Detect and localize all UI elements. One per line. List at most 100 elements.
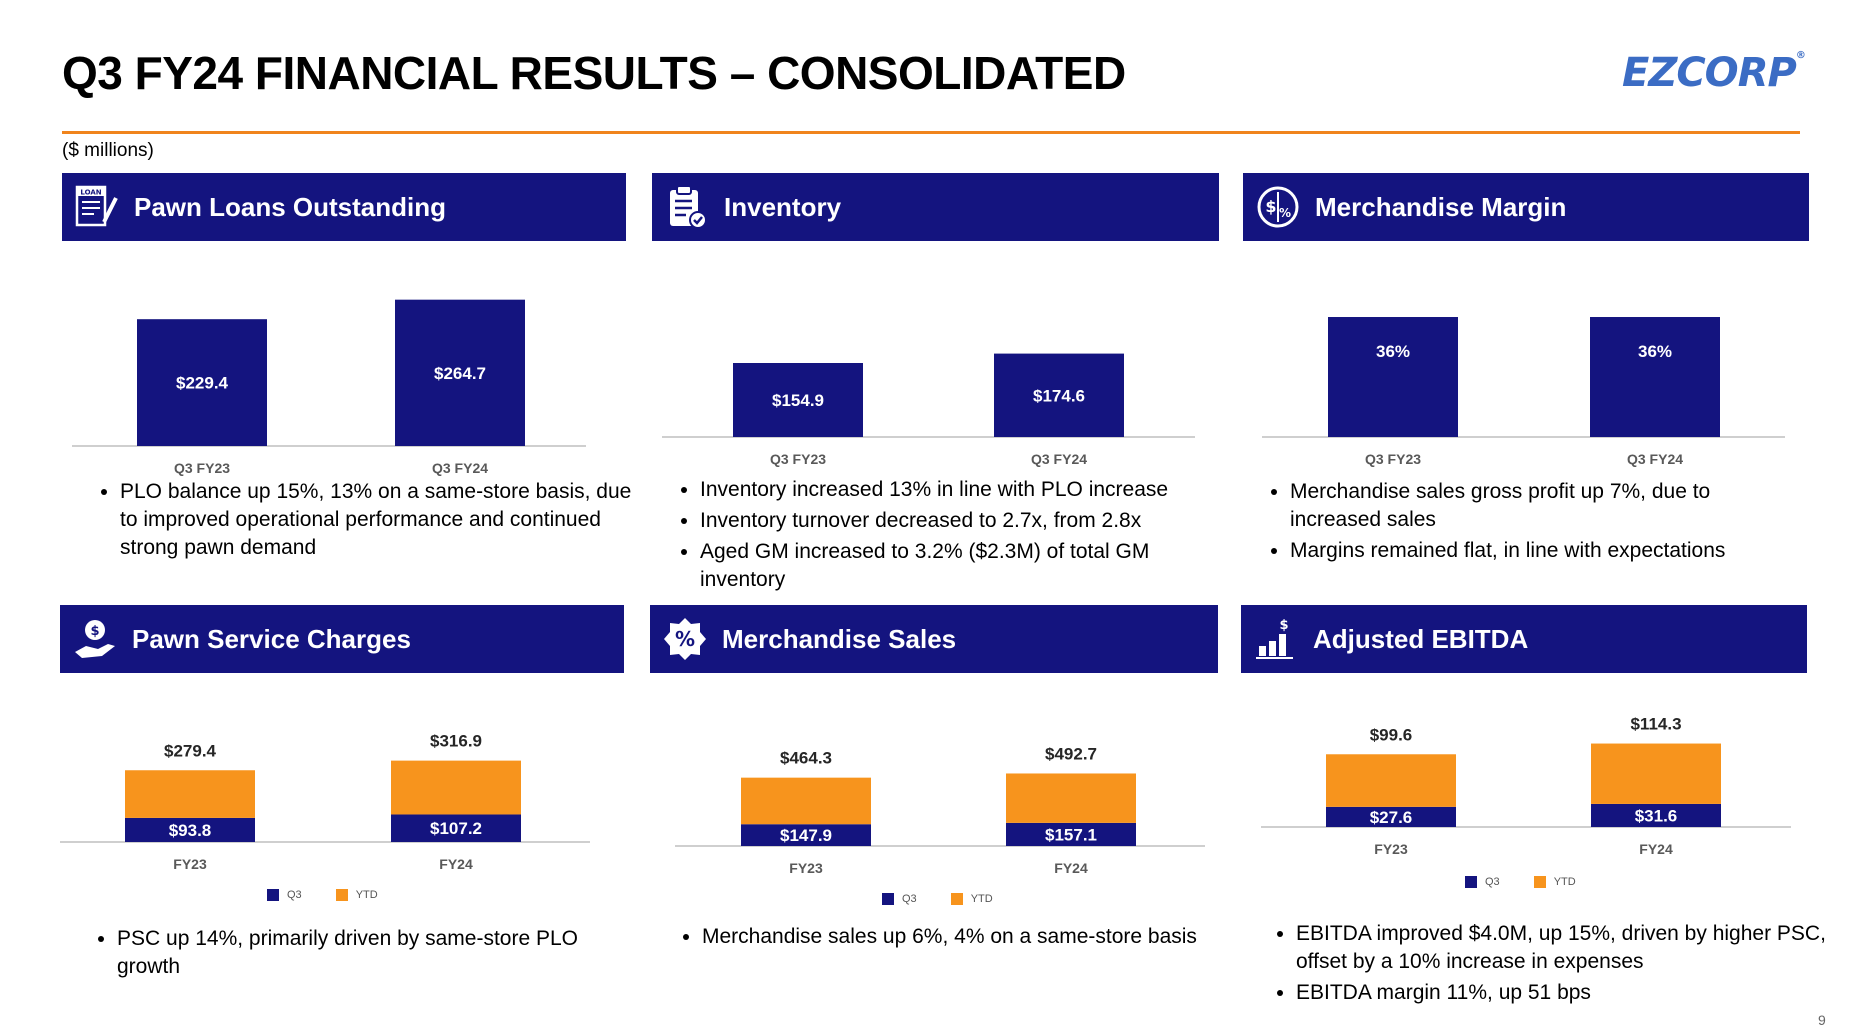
bar	[1328, 317, 1458, 437]
chart-psc: FY23 $93.8 $279.4 FY24 $107.2 $316.9	[60, 732, 590, 872]
panel-header-plo: LOAN Pawn Loans Outstanding	[62, 173, 626, 241]
data-label: 36%	[1638, 342, 1672, 361]
page-number: 9	[1818, 1012, 1826, 1028]
bar	[994, 353, 1124, 437]
percent-badge-icon: %	[660, 614, 710, 664]
panel-title-ebitda: Adjusted EBITDA	[1313, 623, 1529, 654]
data-label-q3: $27.6	[1370, 808, 1413, 827]
legend-label: YTD	[1553, 876, 1576, 888]
clipboard-checklist-icon	[662, 182, 712, 232]
bar-q3	[125, 817, 255, 842]
bar-growth-dollar-icon: $	[1251, 614, 1301, 664]
bar	[395, 299, 525, 446]
bar-ytd	[125, 770, 255, 818]
x-tick-label: Q3 FY24	[432, 460, 488, 476]
data-label-q3: $157.1	[1045, 825, 1097, 844]
panel-header-inventory: Inventory	[652, 173, 1219, 241]
hand-gear-dollar-icon: $	[70, 614, 120, 664]
svg-text:LOAN: LOAN	[80, 189, 101, 197]
chart-sales: FY23 $147.9 $464.3 FY24 $157.1 $492.7	[675, 744, 1205, 876]
x-tick-label: FY24	[1054, 860, 1088, 876]
legend-label: YTD	[355, 889, 378, 901]
bullets-psc: PSC up 14%, primarily driven by same-sto…	[89, 925, 637, 984]
bar	[137, 319, 267, 446]
legend-item-ytd: YTD	[1533, 876, 1576, 888]
legend-label: YTD	[970, 893, 993, 905]
bar-ytd	[1006, 773, 1136, 823]
data-label-ytd: $316.9	[430, 732, 482, 751]
page-title: Q3 FY24 FINANCIAL RESULTS – CONSOLIDATED	[62, 47, 1126, 99]
bar-q3	[1006, 822, 1136, 846]
panel-title-sales: Merchandise Sales	[722, 623, 957, 654]
bar-ytd	[1591, 743, 1721, 804]
legend-label: Q3	[902, 893, 917, 905]
legend-item-q3: Q3	[1465, 876, 1500, 888]
legend-sales: Q3 YTD	[882, 893, 1027, 905]
data-label: $264.7	[434, 364, 486, 383]
data-label-q3: $107.2	[430, 819, 482, 838]
bullet-item: Inventory turnover decreased to 2.7x, fr…	[700, 507, 1240, 535]
units-note: ($ millions)	[62, 140, 154, 161]
x-tick-label: Q3 FY23	[770, 451, 826, 467]
legend-item-q3: Q3	[267, 889, 302, 901]
x-tick-label: FY24	[439, 856, 473, 872]
svg-text:%: %	[1279, 206, 1291, 220]
legend-label: Q3	[1485, 876, 1500, 888]
bullet-item: Margins remained flat, in line with expe…	[1290, 537, 1790, 565]
x-tick-label: FY24	[1639, 841, 1673, 857]
x-tick-label: Q3 FY24	[1031, 451, 1087, 467]
panel-header-sales: % Merchandise Sales	[650, 605, 1218, 673]
panel-header-ebitda: $ Adjusted EBITDA	[1241, 605, 1807, 673]
svg-text:%: %	[675, 627, 695, 651]
bullets-margin: Merchandise sales gross profit up 7%, du…	[1262, 478, 1790, 568]
x-tick-label: FY23	[173, 856, 207, 872]
legend-ebitda: Q3 YTD	[1465, 876, 1610, 888]
bullets-inventory: Inventory increased 13% in line with PLO…	[672, 476, 1240, 597]
legend-item-q3: Q3	[882, 893, 917, 905]
bullets-plo: PLO balance up 15%, 13% on a same-store …	[92, 478, 640, 565]
chart-plo: Q3 FY23 $229.4 Q3 FY24 $264.7	[72, 299, 586, 476]
legend-psc: Q3 YTD	[267, 889, 412, 901]
svg-text:$: $	[1265, 197, 1276, 216]
bullets-ebitda: EBITDA improved $4.0M, up 15%, driven by…	[1268, 920, 1826, 1010]
chart-margin: Q3 FY23 36% Q3 FY24 36%	[1262, 317, 1785, 467]
legend-item-ytd: YTD	[335, 889, 378, 901]
data-label-ytd: $279.4	[164, 741, 217, 760]
panel-header-psc: $ Pawn Service Charges	[60, 605, 624, 673]
data-label: $174.6	[1033, 386, 1085, 405]
title-divider	[62, 131, 1800, 134]
company-logo: EZCORP®	[1622, 50, 1806, 96]
bullet-item: Merchandise sales gross profit up 7%, du…	[1290, 478, 1790, 534]
x-tick-label: Q3 FY23	[174, 460, 230, 476]
bar-q3	[1591, 803, 1721, 827]
panel-title-margin: Merchandise Margin	[1315, 191, 1567, 222]
panel-title-inventory: Inventory	[724, 191, 842, 222]
data-label-ytd: $492.7	[1045, 744, 1097, 763]
data-label: $154.9	[772, 391, 824, 410]
dollar-percent-circle-icon: $%	[1253, 182, 1303, 232]
chart-ebitda: FY23 $27.6 $99.6 FY24 $31.6 $114.3	[1261, 715, 1791, 857]
chart-inventory: Q3 FY23 $154.9 Q3 FY24 $174.6	[662, 353, 1195, 467]
bullet-item: EBITDA improved $4.0M, up 15%, driven by…	[1296, 920, 1826, 976]
bullet-item: Aged GM increased to 3.2% ($2.3M) of tot…	[700, 538, 1240, 594]
loan-document-icon: LOAN	[72, 182, 122, 232]
data-label: 36%	[1376, 342, 1410, 361]
panel-title-psc: Pawn Service Charges	[132, 623, 411, 654]
svg-text:$: $	[1279, 618, 1288, 633]
data-label-ytd: $99.6	[1370, 725, 1413, 744]
bullet-item: EBITDA margin 11%, up 51 bps	[1296, 979, 1826, 1007]
x-tick-label: FY23	[789, 860, 823, 876]
bar-ytd	[741, 777, 871, 825]
bullet-item: PSC up 14%, primarily driven by same-sto…	[117, 925, 637, 981]
x-tick-label: Q3 FY23	[1365, 451, 1421, 467]
bullets-sales: Merchandise sales up 6%, 4% on a same-st…	[674, 923, 1202, 954]
data-label: $229.4	[176, 374, 229, 393]
bar-ytd	[1326, 754, 1456, 807]
bullet-item: Inventory increased 13% in line with PLO…	[700, 476, 1240, 504]
x-tick-label: Q3 FY24	[1627, 451, 1683, 467]
data-label-ytd: $114.3	[1630, 715, 1681, 734]
bar	[1590, 317, 1720, 437]
data-label-q3: $93.8	[169, 821, 212, 840]
data-label-q3: $147.9	[780, 826, 832, 845]
bar-q3	[1326, 806, 1456, 827]
